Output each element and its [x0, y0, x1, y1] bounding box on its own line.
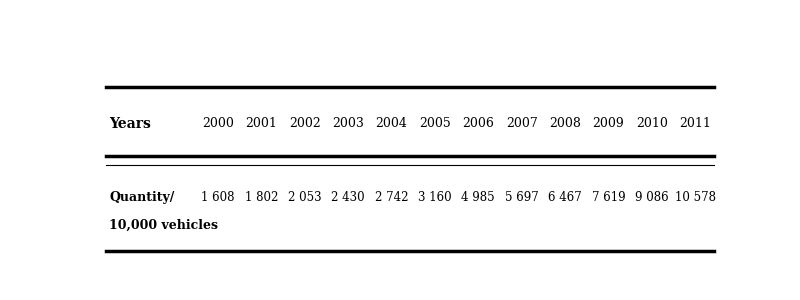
Text: 2 742: 2 742: [374, 191, 408, 204]
Text: 2005: 2005: [419, 117, 450, 130]
Text: 1 608: 1 608: [201, 191, 234, 204]
Text: 3 160: 3 160: [418, 191, 452, 204]
Text: 2003: 2003: [332, 117, 364, 130]
Text: 2000: 2000: [202, 117, 234, 130]
Text: 2002: 2002: [289, 117, 321, 130]
Text: 2006: 2006: [462, 117, 494, 130]
Text: 2 430: 2 430: [331, 191, 365, 204]
Text: Quantity/: Quantity/: [110, 191, 174, 204]
Text: 2001: 2001: [246, 117, 277, 130]
Text: 2011: 2011: [679, 117, 711, 130]
Text: 2007: 2007: [506, 117, 538, 130]
Text: 4 985: 4 985: [462, 191, 495, 204]
Text: 2004: 2004: [375, 117, 407, 130]
Text: 2009: 2009: [593, 117, 624, 130]
Text: 2 053: 2 053: [288, 191, 322, 204]
Text: 5 697: 5 697: [505, 191, 538, 204]
Text: Years: Years: [110, 117, 151, 131]
Text: 10 578: 10 578: [674, 191, 716, 204]
Text: 2010: 2010: [636, 117, 668, 130]
Text: 10,000 vehicles: 10,000 vehicles: [110, 219, 218, 232]
Text: 6 467: 6 467: [548, 191, 582, 204]
Text: 9 086: 9 086: [635, 191, 669, 204]
Text: 7 619: 7 619: [591, 191, 626, 204]
Text: 1 802: 1 802: [245, 191, 278, 204]
Text: 2008: 2008: [549, 117, 581, 130]
